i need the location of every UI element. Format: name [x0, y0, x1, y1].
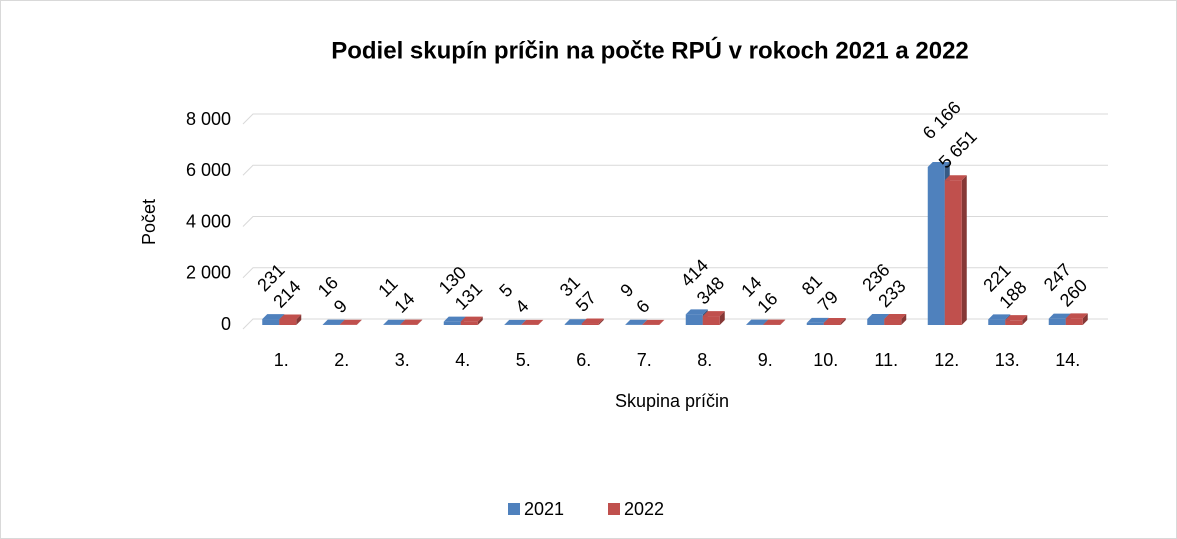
bar-top	[988, 314, 1011, 320]
grid-line	[242, 164, 1108, 176]
bar-top	[339, 319, 362, 325]
bar-top	[262, 314, 285, 320]
bar	[564, 324, 582, 325]
bar-side	[719, 311, 725, 325]
x-tick-label: 8.	[697, 350, 712, 370]
y-tick-label: 4 000	[186, 211, 231, 231]
bar-side	[901, 314, 907, 325]
bar-top	[685, 309, 708, 315]
bar-top	[400, 319, 423, 325]
bar-top	[763, 319, 786, 325]
bar-top	[823, 317, 846, 323]
bar-side	[538, 319, 544, 325]
bar-side	[659, 319, 665, 325]
x-tick-label: 12.	[934, 350, 959, 370]
x-tick-label: 14.	[1055, 350, 1080, 370]
bar-side	[1082, 313, 1088, 325]
y-tick-label: 0	[221, 314, 231, 334]
legend-label: 2022	[624, 499, 664, 519]
bar-top	[322, 319, 345, 325]
x-axis-label: Skupina príčin	[615, 391, 729, 411]
bar-side	[296, 314, 302, 325]
bar-top	[383, 319, 406, 325]
bar	[988, 319, 1006, 325]
x-tick-label: 7.	[637, 350, 652, 370]
y-tick-label: 8 000	[186, 109, 231, 129]
bar-top	[504, 319, 527, 325]
bar	[262, 319, 280, 325]
bar-top	[702, 311, 725, 317]
x-tick-label: 5.	[516, 350, 531, 370]
bar-top	[884, 314, 907, 320]
bar-side	[780, 319, 786, 325]
bar	[806, 322, 824, 325]
y-axis-label: Počet	[139, 199, 159, 245]
bar-top	[1048, 313, 1071, 319]
bar-top	[581, 318, 604, 324]
bar	[1065, 318, 1083, 325]
bar	[279, 319, 297, 325]
x-tick-label: 1.	[274, 350, 289, 370]
bar-side	[417, 319, 423, 325]
bar-top	[1065, 313, 1088, 319]
bar-side	[1022, 315, 1028, 325]
bar	[884, 319, 902, 325]
bar-top	[460, 316, 483, 322]
grid-line	[242, 113, 1108, 125]
x-tick-label: 3.	[395, 350, 410, 370]
x-tick-label: 10.	[813, 350, 838, 370]
bar-top	[867, 313, 890, 319]
bar	[823, 322, 841, 325]
legend-swatch	[608, 503, 620, 515]
bar	[867, 318, 885, 325]
x-tick-label: 13.	[995, 350, 1020, 370]
y-tick-label: 2 000	[186, 263, 231, 283]
bar-side	[477, 316, 483, 325]
x-tick-label: 9.	[758, 350, 773, 370]
bar-top	[1005, 315, 1028, 321]
bar-top	[443, 316, 466, 322]
x-tick-label: 6.	[576, 350, 591, 370]
bar	[443, 321, 461, 325]
grid-line	[242, 216, 1108, 227]
bar-top	[564, 319, 587, 325]
x-tick-label: 11.	[874, 350, 898, 370]
bar-top	[521, 319, 544, 325]
bar	[702, 316, 720, 325]
bar	[1005, 320, 1023, 325]
bar	[685, 314, 703, 325]
bar	[581, 323, 599, 325]
bar	[927, 166, 945, 325]
y-tick-label: 6 000	[186, 160, 231, 180]
bar	[1048, 318, 1066, 325]
bar-side	[840, 317, 846, 325]
bar-top	[806, 317, 829, 323]
bar-top	[927, 161, 950, 167]
grid-line	[242, 267, 1108, 279]
bar-top	[279, 314, 302, 320]
x-tick-label: 4.	[455, 350, 470, 370]
legend-swatch	[508, 503, 520, 515]
bar-side	[356, 319, 362, 325]
legend-label: 2021	[524, 499, 564, 519]
bar-side	[598, 318, 604, 325]
bar-top	[625, 319, 648, 325]
bar-top	[746, 319, 769, 325]
bar-top	[642, 319, 665, 325]
x-tick-label: 2.	[334, 350, 349, 370]
bar	[460, 321, 478, 325]
chart-title: Podiel skupín príčin na počte RPÚ v roko…	[331, 36, 969, 64]
bar-top	[944, 175, 967, 181]
bar-side	[961, 175, 967, 325]
bar	[944, 180, 962, 325]
